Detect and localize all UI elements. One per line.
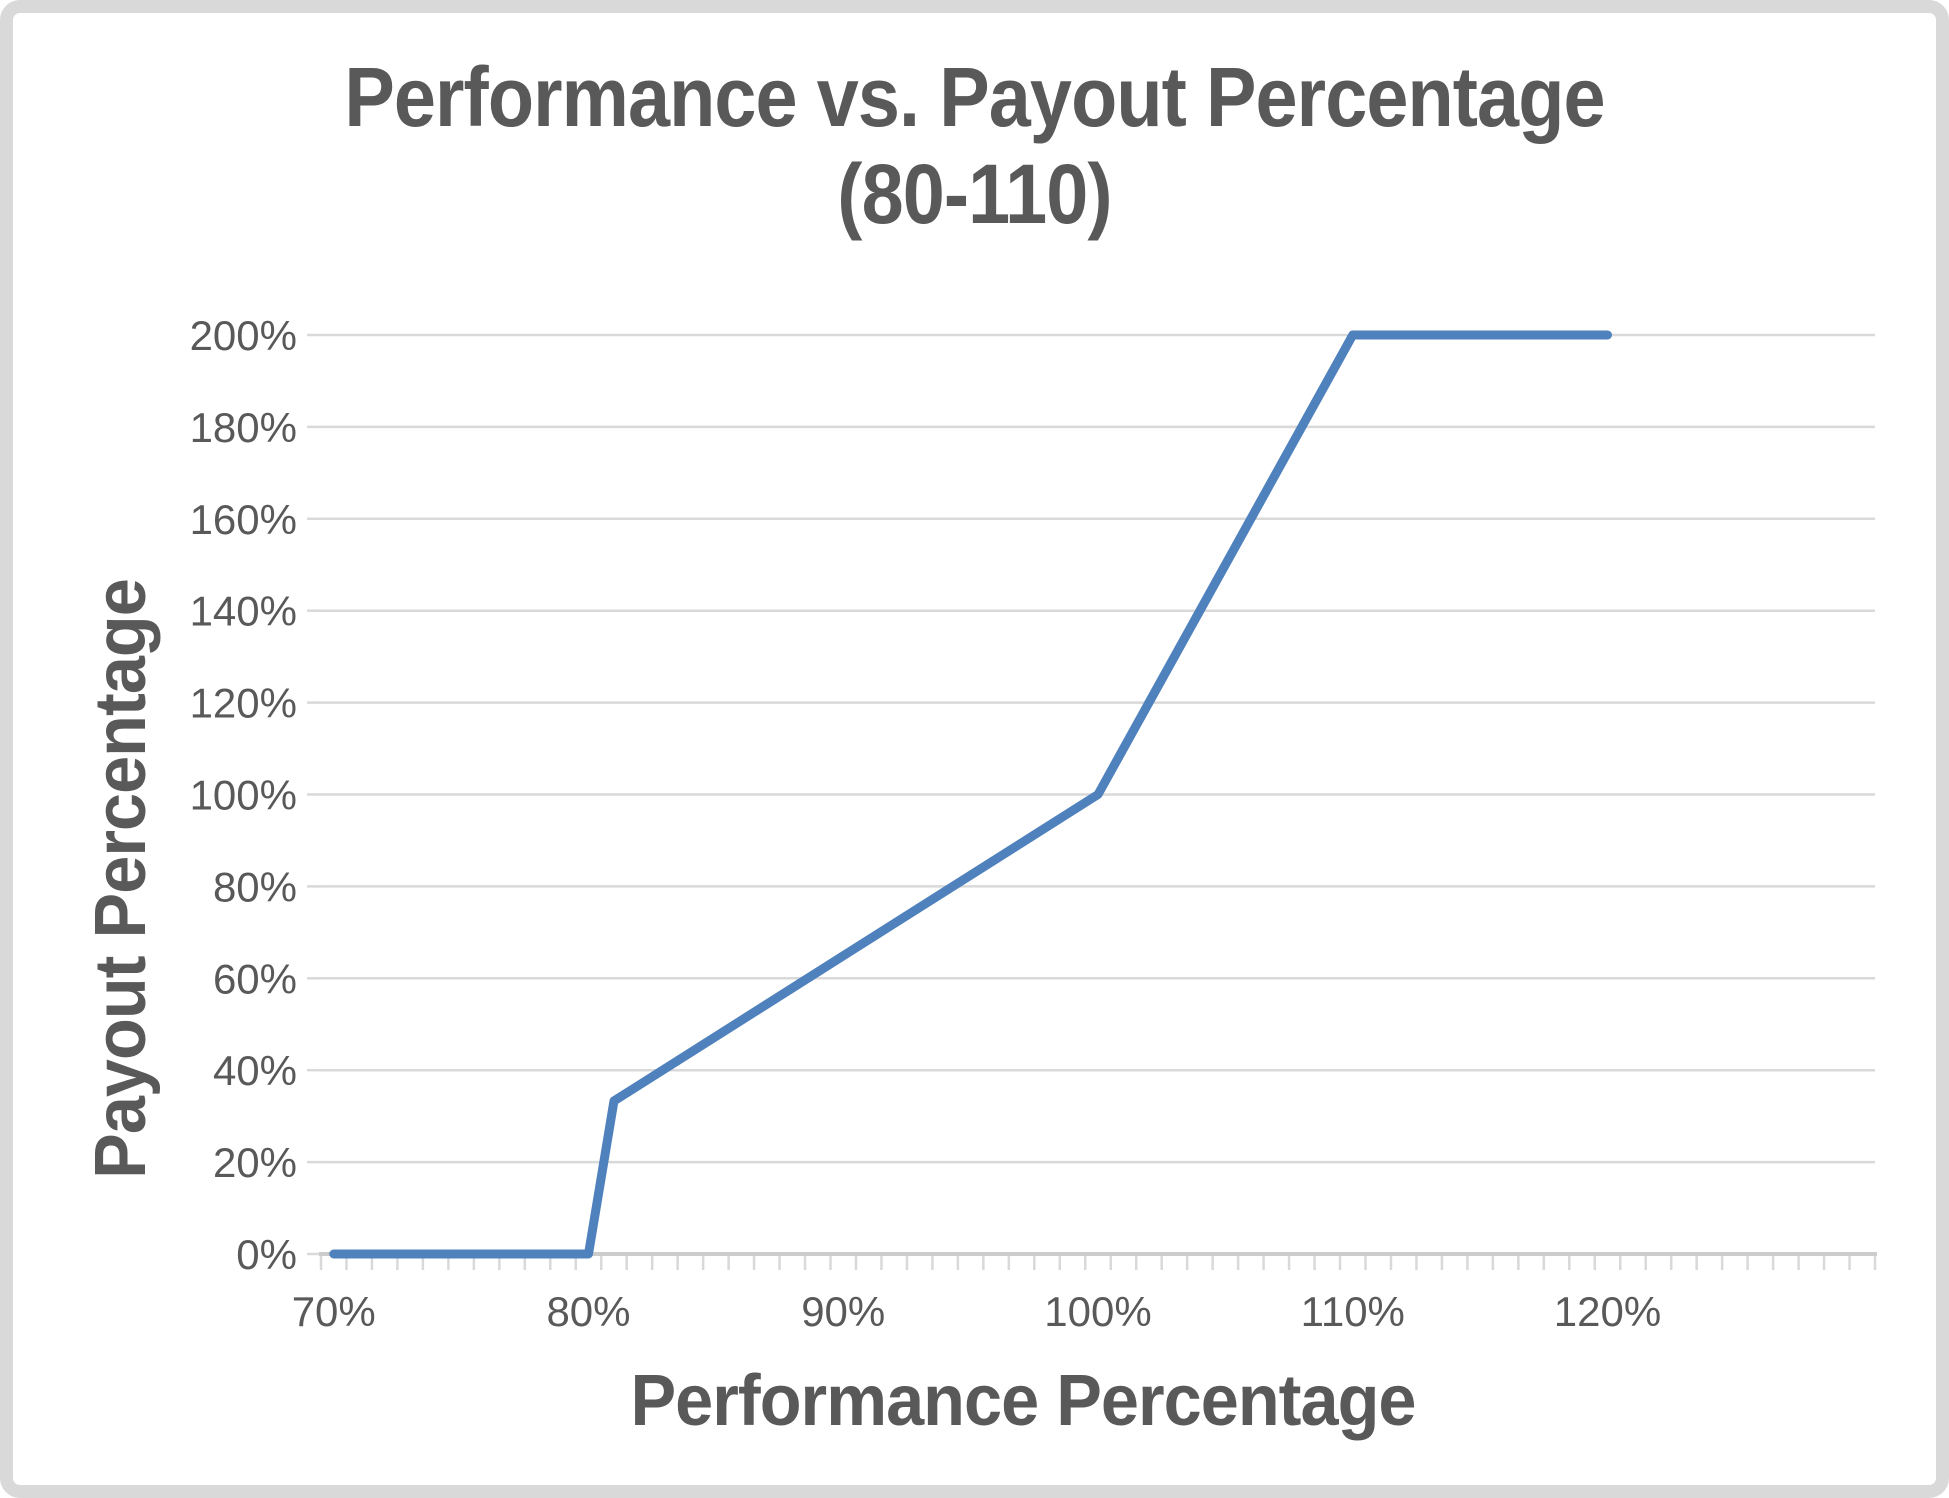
y-tick-label: 60%: [213, 955, 297, 1002]
y-tick-label: 160%: [190, 496, 297, 543]
x-tick-label: 100%: [1044, 1288, 1151, 1335]
y-tick-label: 180%: [190, 404, 297, 451]
y-tick-label: 0%: [236, 1231, 297, 1278]
y-tick-label: 120%: [190, 680, 297, 727]
x-tick-label: 80%: [546, 1288, 630, 1335]
y-tick-label: 80%: [213, 863, 297, 910]
x-tick-label: 90%: [801, 1288, 885, 1335]
plot-area: 0% 20% 40% 60% 80% 100% 120% 140% 160% 180% 200% 70…: [190, 312, 1877, 1335]
y-tick-label: 100%: [190, 772, 297, 819]
y-tick-label: 40%: [213, 1047, 297, 1094]
y-tick-label: 200%: [190, 312, 297, 359]
y-tick-label: 20%: [213, 1139, 297, 1186]
chart-title: Performance vs. Payout Percentage (80-11…: [109, 49, 1840, 243]
chart-title-line-2: (80-110): [837, 147, 1112, 241]
series-line: [329, 330, 1613, 1259]
y-tick-label: 140%: [190, 588, 297, 635]
x-axis-title: Performance Percentage: [630, 1361, 1416, 1441]
x-tick-label: 110%: [1301, 1288, 1405, 1335]
chart-title-line-1: Performance vs. Payout Percentage: [344, 50, 1605, 144]
x-tick-label: 70%: [292, 1288, 376, 1335]
x-tick-label: 120%: [1554, 1288, 1661, 1335]
